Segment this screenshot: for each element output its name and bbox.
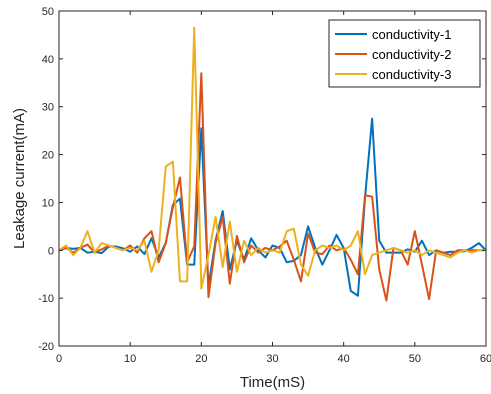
legend-label-1: conductivity-1 (372, 27, 451, 42)
series-line-3 (58, 26, 486, 290)
x-axis-label: Time(mS) (240, 374, 305, 391)
y-tick-label: 0 (48, 245, 54, 257)
x-tick-label: 60 (480, 353, 491, 365)
y-tick-label: -10 (38, 293, 54, 305)
legend: conductivity-1 conductivity-2 conductivity… (328, 19, 481, 88)
legend-label-3: conductivity-3 (372, 67, 451, 82)
series-line-1 (58, 117, 487, 297)
y-tick-label: 10 (42, 197, 54, 209)
x-tick-label: 0 (56, 353, 62, 365)
x-tick-label: 50 (409, 353, 421, 365)
y-tick-label: 20 (42, 150, 54, 162)
legend-label-2: conductivity-2 (372, 47, 451, 62)
y-tick-label: 30 (42, 102, 54, 114)
x-tick-label: 10 (124, 353, 136, 365)
y-axis-label: Leakage current(mA) (11, 108, 28, 249)
x-tick-label: 40 (338, 353, 350, 365)
x-tick-label: 20 (195, 353, 207, 365)
x-tick-label: 30 (266, 353, 278, 365)
y-tick-label: -20 (38, 341, 54, 353)
y-tick-label: 50 (42, 6, 54, 18)
series-line-2 (58, 72, 486, 302)
y-tick-label: 40 (42, 54, 54, 66)
axis-ticks: 0 10 20 30 40 50 60 -20 -10 0 10 20 30 40 50 (38, 6, 491, 365)
plot-lines (58, 26, 487, 302)
